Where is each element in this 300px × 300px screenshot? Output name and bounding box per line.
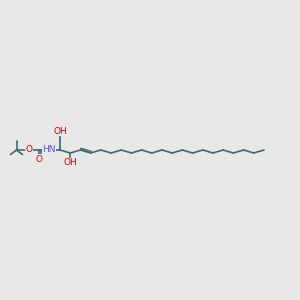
Text: O: O [35, 154, 43, 164]
Text: O: O [26, 146, 33, 154]
Text: HN: HN [43, 146, 56, 154]
Text: OH: OH [53, 127, 67, 136]
Text: OH: OH [63, 158, 77, 167]
